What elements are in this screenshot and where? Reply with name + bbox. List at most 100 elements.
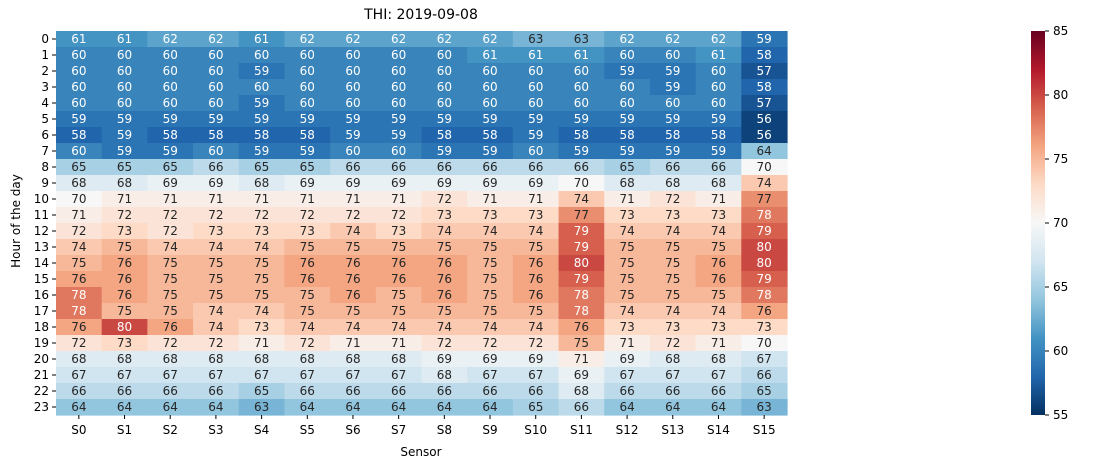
cell-value-label: 60 (711, 64, 726, 78)
heatmap-cell (695, 191, 742, 208)
cell-value-label: 62 (391, 32, 406, 46)
cell-value-label: 58 (757, 48, 772, 62)
cell-value-label: 73 (117, 336, 132, 350)
cell-value-label: 75 (117, 240, 132, 254)
cell-value-label: 59 (482, 144, 497, 158)
heatmap-cell (238, 351, 286, 368)
heatmap-cell (467, 127, 514, 144)
cell-value-label: 72 (482, 336, 497, 350)
cell-value-label: 59 (163, 144, 178, 158)
cell-value-label: 64 (482, 400, 497, 414)
heatmap-cell (649, 63, 697, 80)
heatmap-cell (238, 143, 286, 160)
heatmap-cell (101, 47, 148, 64)
cell-value-label: 66 (71, 384, 86, 398)
heatmap-cell (193, 255, 240, 272)
cell-value-label: 72 (665, 336, 680, 350)
heatmap-cell (421, 191, 468, 208)
cell-value-label: 74 (574, 192, 589, 206)
cell-value-label: 76 (163, 320, 178, 334)
heatmap-cell (284, 127, 331, 144)
cell-value-label: 74 (711, 224, 726, 238)
cell-value-label: 59 (117, 112, 132, 126)
heatmap-cell (147, 335, 194, 352)
heatmap-cell (741, 303, 788, 320)
heatmap-cell (101, 175, 148, 192)
cell-value-label: 67 (528, 368, 543, 382)
cell-value-label: 69 (300, 176, 315, 190)
cell-value-label: 76 (711, 256, 726, 270)
heatmap-cell (193, 303, 240, 320)
cell-value-label: 60 (574, 80, 589, 94)
y-tick-label: 8 (41, 160, 49, 174)
heatmap-cell (375, 367, 423, 384)
cell-value-label: 70 (71, 192, 86, 206)
x-tick-label: S5 (300, 423, 315, 437)
heatmap-cell (375, 47, 423, 64)
heatmap-cell (284, 47, 331, 64)
cell-value-label: 66 (528, 384, 543, 398)
heatmap-cell (147, 255, 194, 272)
cell-value-label: 67 (757, 352, 772, 366)
cell-value-label: 78 (574, 304, 589, 318)
heatmap-cell (558, 255, 605, 272)
cell-value-label: 64 (757, 144, 772, 158)
heatmap-cell (238, 383, 286, 400)
heatmap-cell (421, 367, 468, 384)
heatmap-cell (101, 399, 148, 416)
cell-value-label: 69 (528, 176, 543, 190)
cell-value-label: 75 (208, 256, 223, 270)
heatmap-cell (375, 319, 423, 336)
y-tick-label: 11 (34, 208, 49, 222)
cell-value-label: 69 (528, 352, 543, 366)
heatmap-cell (101, 271, 148, 288)
heatmap-cell (421, 239, 468, 256)
cell-value-label: 71 (300, 192, 315, 206)
cell-value-label: 75 (163, 256, 178, 270)
heatmap-cell (604, 287, 651, 304)
cell-value-label: 62 (711, 32, 726, 46)
heatmap-cell (421, 79, 468, 96)
heatmap-cell (649, 319, 697, 336)
heatmap-cell (695, 399, 742, 416)
cell-value-label: 65 (300, 160, 315, 174)
heatmap-cell (604, 47, 651, 64)
heatmap-cell (101, 287, 148, 304)
y-tick-label: 12 (34, 224, 49, 238)
x-tick-label: S10 (524, 423, 547, 437)
heatmap-cell (421, 335, 468, 352)
heatmap-cell (695, 367, 742, 384)
cell-value-label: 75 (345, 240, 360, 254)
heatmap-cell (649, 223, 697, 240)
heatmap-cell (741, 175, 788, 192)
cell-value-label: 76 (117, 256, 132, 270)
cell-value-label: 59 (665, 64, 680, 78)
cell-value-label: 76 (711, 272, 726, 286)
heatmap-cell (238, 127, 286, 144)
cell-value-label: 60 (437, 80, 452, 94)
heatmap-cell (467, 63, 514, 80)
heatmap-cell (741, 319, 788, 336)
heatmap-cell (101, 367, 148, 384)
cell-value-label: 60 (619, 80, 634, 94)
cell-value-label: 72 (163, 208, 178, 222)
cell-value-label: 60 (574, 64, 589, 78)
colorbar-tick-label: 60 (1053, 344, 1068, 358)
cell-value-label: 59 (300, 144, 315, 158)
cell-value-label: 75 (391, 304, 406, 318)
heatmap-cell (558, 175, 605, 192)
heatmap-cell (56, 319, 103, 336)
y-tick-label: 23 (34, 400, 49, 414)
colorbar-tick-label: 65 (1053, 280, 1068, 294)
heatmap-cell (512, 335, 560, 352)
heatmap-cell (741, 335, 788, 352)
cell-value-label: 59 (208, 112, 223, 126)
heatmap-cell (375, 239, 423, 256)
cell-value-label: 74 (254, 304, 269, 318)
cell-value-label: 72 (437, 192, 452, 206)
heatmap-cell (375, 191, 423, 208)
cell-value-label: 60 (117, 80, 132, 94)
cell-value-label: 60 (482, 64, 497, 78)
cell-value-label: 75 (254, 256, 269, 270)
cell-value-label: 60 (208, 48, 223, 62)
